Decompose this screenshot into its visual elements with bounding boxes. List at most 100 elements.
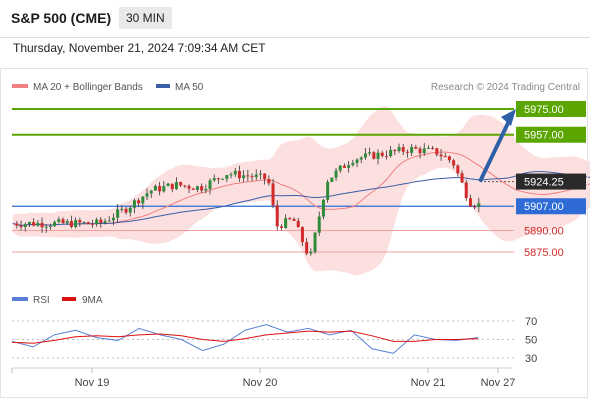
candle-body [15, 223, 19, 226]
candle-body [313, 232, 317, 252]
candle-body [464, 182, 468, 199]
candle-body [53, 221, 57, 227]
candle-body [107, 220, 111, 222]
candle-body [410, 147, 414, 153]
level-label-5890.00: 5890.00 [524, 226, 564, 238]
level-label-5975.00: 5975.00 [524, 104, 564, 116]
candle-body [258, 173, 262, 175]
rsi-legend-swatch [12, 297, 28, 301]
rsi-ma-legend-swatch [62, 297, 76, 301]
rsi-ma-legend-label: 9MA [82, 295, 103, 306]
candle-body [447, 156, 451, 161]
current-price-tag [516, 173, 586, 190]
candle-body [347, 165, 351, 168]
candle-body [359, 157, 363, 160]
candle-body [124, 208, 128, 213]
candle-body [271, 183, 275, 206]
candle-body [229, 174, 233, 176]
ma20-legend-label: MA 20 + Bollinger Bands [33, 82, 143, 93]
candle-body [246, 175, 250, 177]
price-level-labels: 5975.00 5957.00 5924.25 5907.00 5890.00 5875.… [516, 101, 586, 259]
price-levels [12, 108, 516, 253]
candle-body [65, 221, 69, 223]
x-axis: Nov 19 Nov 20 Nov 21 Nov 27 [11, 368, 516, 389]
candle-body [170, 183, 174, 190]
timeframe-button[interactable]: 30 MIN [119, 7, 172, 29]
candle-body [208, 180, 212, 190]
x-tick-label-2: Nov 21 [411, 377, 446, 389]
moving-averages [12, 151, 590, 226]
candle-body [305, 242, 309, 254]
candle-body [397, 147, 401, 152]
candle-body [334, 170, 338, 178]
candle-body [19, 225, 23, 228]
candle-body [191, 188, 195, 190]
candle-body [120, 208, 124, 210]
x-tick-label-3: Nov 27 [481, 377, 516, 389]
candle-body [401, 147, 405, 152]
rsi-tick-50: 50 [525, 335, 537, 347]
candle-body [216, 178, 220, 180]
candle-body [263, 173, 267, 180]
candle-body [435, 148, 439, 155]
candle-body [195, 186, 199, 190]
candle-body [422, 148, 426, 154]
level-label-5907.00: 5907.00 [524, 201, 564, 213]
candle-body [116, 209, 120, 218]
candle-body [82, 222, 86, 224]
rsi-panel: 70 50 30 [11, 316, 537, 365]
candle-body [179, 182, 183, 186]
candle-body [431, 147, 435, 149]
copyright-text: Research © 2024 Trading Central [431, 82, 580, 93]
candle-body [426, 147, 430, 149]
candle-body [317, 216, 321, 233]
candle-body [300, 227, 304, 243]
candle-body [128, 207, 132, 213]
candle-body [372, 152, 376, 159]
candle-body [288, 218, 292, 220]
candle-body [149, 190, 153, 194]
candle-body [284, 218, 288, 228]
candle-body [233, 170, 237, 175]
ma50-legend-label: MA 50 [175, 82, 204, 93]
timestamp: Thursday, November 21, 2024 7:09:34 AM C… [13, 41, 266, 55]
forecast-arrow [478, 109, 516, 183]
ma50-line [12, 171, 590, 226]
ma20-legend-swatch [12, 84, 28, 88]
candle-body [174, 182, 178, 190]
candle-body [368, 152, 372, 154]
candle-body [342, 165, 346, 168]
candle-body [477, 203, 481, 207]
chart-header: S&P 500 (CME) 30 MIN [0, 0, 590, 38]
candle-body [267, 179, 271, 184]
candle-body [355, 159, 359, 163]
level-tag-5957.00 [516, 126, 586, 143]
candle-body [57, 219, 61, 222]
candle-body [384, 155, 388, 157]
candle-body [275, 205, 279, 227]
rsi-tick-70: 70 [525, 316, 537, 328]
candle-body [460, 173, 464, 183]
candle-body [95, 219, 99, 225]
candle-body [452, 160, 456, 166]
candle-body [27, 222, 31, 225]
candle-body [78, 220, 82, 223]
candle-body [187, 185, 191, 189]
candle-body [141, 196, 145, 204]
candle-body [145, 193, 149, 197]
candle-body [137, 200, 141, 204]
candle-body [69, 221, 73, 228]
rsi-ma-line [11, 330, 479, 344]
forecast-arrow-shaft [478, 120, 511, 183]
candle-body [389, 149, 393, 157]
candle-body [162, 186, 166, 192]
level-tag-5975.00 [516, 101, 586, 117]
candle-body [292, 219, 296, 221]
candle-body [309, 251, 313, 254]
current-price-label: 5924.25 [524, 177, 564, 189]
x-tick-label-1: Nov 20 [243, 377, 278, 389]
candle-body [23, 224, 27, 228]
candle-body [166, 183, 170, 187]
candle-body [86, 222, 90, 224]
candle-body [414, 147, 418, 149]
